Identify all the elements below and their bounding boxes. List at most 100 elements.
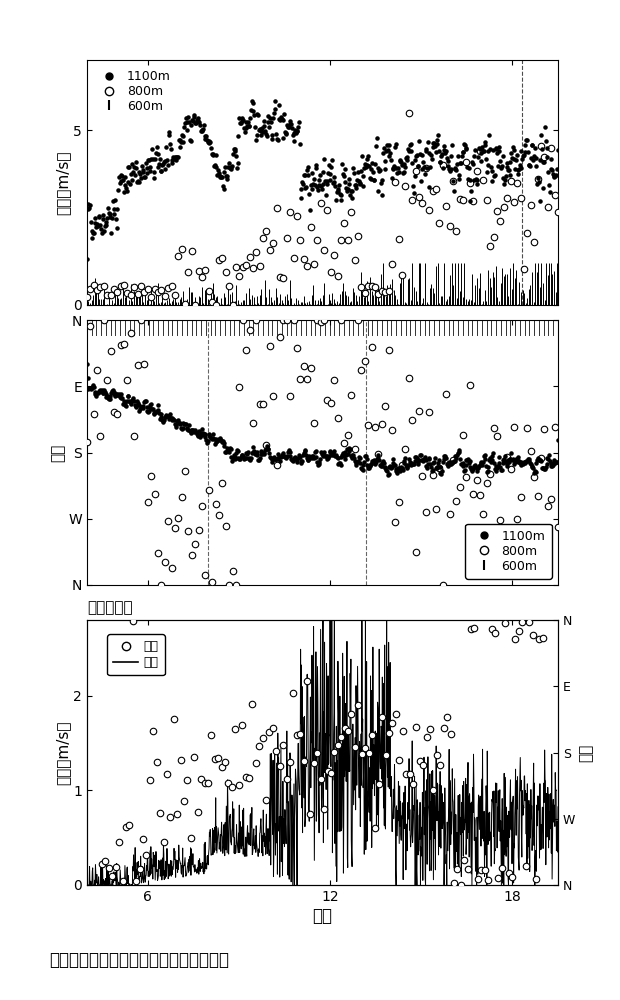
Point xyxy=(402,460,412,476)
Point xyxy=(137,158,147,174)
Point xyxy=(334,456,343,472)
Point xyxy=(257,120,267,136)
Point xyxy=(119,336,129,352)
Point xyxy=(190,115,200,131)
Point xyxy=(284,119,294,135)
Point xyxy=(490,625,500,641)
Point xyxy=(350,453,360,469)
Point xyxy=(200,426,210,442)
Point xyxy=(92,216,102,232)
Point xyxy=(257,446,267,462)
Point xyxy=(296,190,306,206)
Point xyxy=(162,152,172,168)
Point xyxy=(208,426,218,442)
Point xyxy=(300,443,310,459)
Point xyxy=(216,759,226,775)
Point xyxy=(193,427,203,443)
Point xyxy=(299,167,309,183)
Point xyxy=(170,149,180,165)
Point xyxy=(215,430,224,446)
Point xyxy=(459,136,469,152)
Point xyxy=(237,113,247,129)
Point xyxy=(216,432,226,448)
Point xyxy=(255,450,265,466)
Point xyxy=(133,357,143,373)
Point xyxy=(190,422,200,438)
Point xyxy=(156,577,166,593)
Point xyxy=(546,151,556,167)
Point xyxy=(487,452,497,468)
Point xyxy=(177,241,187,257)
Point xyxy=(525,455,535,471)
Point xyxy=(312,312,322,328)
Point xyxy=(220,754,230,770)
Point xyxy=(435,460,445,476)
Point xyxy=(140,169,150,185)
Point xyxy=(109,281,119,297)
Point xyxy=(180,296,190,312)
Point xyxy=(276,109,286,125)
Point xyxy=(456,155,466,171)
Point xyxy=(384,342,394,358)
Point xyxy=(412,719,422,735)
Point xyxy=(179,134,188,150)
Point xyxy=(135,861,144,877)
Point xyxy=(158,156,168,172)
Point xyxy=(436,466,446,482)
Point xyxy=(528,458,538,474)
Point xyxy=(296,453,306,469)
Point xyxy=(89,379,99,395)
Point xyxy=(363,745,373,761)
Point xyxy=(469,620,479,636)
Point xyxy=(461,457,471,473)
Point xyxy=(255,258,265,274)
Point xyxy=(182,421,192,437)
Point xyxy=(461,141,471,157)
Point xyxy=(502,456,512,472)
Point xyxy=(305,450,315,466)
Point xyxy=(505,173,515,189)
Point xyxy=(496,160,506,176)
Point xyxy=(459,852,469,868)
Point xyxy=(94,383,104,399)
Point xyxy=(91,219,101,235)
Point xyxy=(310,177,320,193)
Point xyxy=(519,545,529,561)
Point xyxy=(207,146,217,162)
Point xyxy=(173,412,183,428)
Point xyxy=(221,264,231,280)
Point xyxy=(441,450,451,466)
Point xyxy=(198,121,208,137)
Point xyxy=(128,613,138,629)
Point xyxy=(123,388,133,404)
Point xyxy=(524,614,534,630)
Point xyxy=(482,164,492,180)
Point xyxy=(388,715,397,731)
Point xyxy=(510,454,520,470)
Point xyxy=(182,122,192,138)
Point xyxy=(87,379,97,395)
Point xyxy=(247,696,257,712)
Point xyxy=(474,140,484,156)
Point xyxy=(270,93,280,109)
Point xyxy=(340,161,350,177)
Point xyxy=(498,148,508,164)
Point xyxy=(288,685,298,701)
Point xyxy=(526,150,536,166)
Point xyxy=(260,123,270,139)
Point xyxy=(502,190,512,206)
Point xyxy=(400,159,410,175)
Point xyxy=(86,214,95,230)
Point xyxy=(441,143,451,159)
Point xyxy=(301,179,311,195)
Point xyxy=(252,106,262,122)
Point xyxy=(167,412,177,428)
Point xyxy=(290,122,300,138)
Point xyxy=(293,451,303,467)
Point xyxy=(96,383,106,399)
Point xyxy=(373,446,383,462)
Point xyxy=(219,181,229,197)
Point xyxy=(226,159,236,175)
Point xyxy=(324,448,334,464)
Point xyxy=(197,269,207,285)
